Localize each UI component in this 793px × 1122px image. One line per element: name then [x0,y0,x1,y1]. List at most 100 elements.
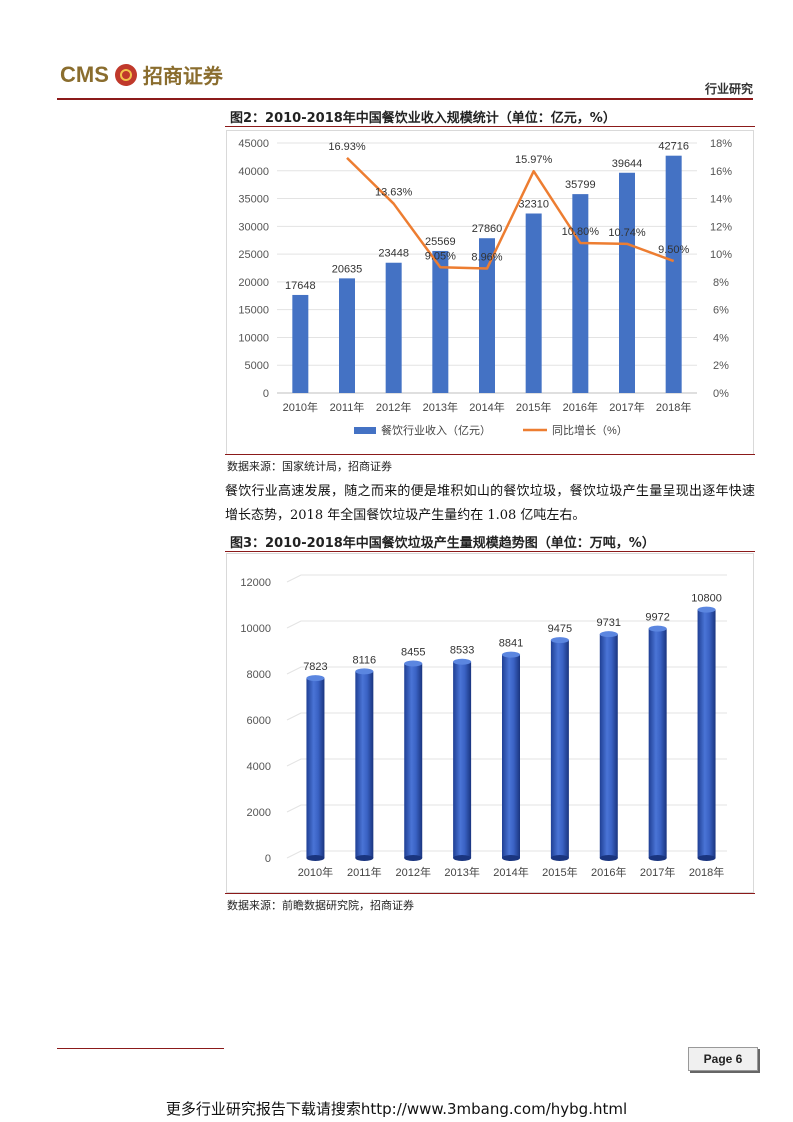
revenue-bar [479,238,495,393]
garbage-volume-bar-top [599,631,618,638]
garbage-volume-bar [599,634,618,858]
gridline [286,574,727,583]
revenue-bar-label: 32310 [518,199,549,211]
revenue-bar [432,250,449,393]
garbage-volume-bar-top [502,651,520,658]
garbage-volume-label: 7823 [303,661,327,673]
footnote-divider [57,1048,224,1049]
garbage-volume-bar-top [697,606,716,613]
section-label: 行业研究 [704,82,753,96]
garbage-volume-bar-base [648,855,667,861]
y-axis-tick-label: 8000 [247,669,271,681]
x-axis-tick-label: 2018年 [656,400,691,414]
legend-line-label: 同比增长（%） [552,423,628,437]
growth-rate-label: 10.74% [608,227,646,239]
x-axis-tick-label: 2012年 [395,865,430,879]
garbage-volume-bar [648,628,667,858]
growth-rate-label: 13.63% [375,187,413,199]
growth-rate-label: 10.80% [562,226,600,238]
revenue-bar [665,155,682,393]
legend-bar-swatch [354,427,376,434]
figure3-chart: 0 2000 4000 6000 8000 10000 12000 7823 2010年 8116… [240,574,727,879]
garbage-volume-bar-base [453,855,472,861]
right-axis-tick-label: 14% [710,194,732,206]
garbage-volume-bar-top [453,658,472,665]
garbage-volume-label: 9731 [597,617,621,629]
header-divider [57,98,753,100]
left-axis-tick-label: 45000 [238,138,269,150]
gridline [286,850,727,859]
garbage-volume-bar-base [550,855,569,861]
x-axis-tick-label: 2010年 [298,865,333,879]
right-axis-tick-label: 6% [713,305,729,317]
right-axis-tick-label: 16% [710,166,732,178]
garbage-volume-bar [550,640,569,858]
garbage-volume-bar [355,671,374,858]
x-axis-tick-label: 2016年 [591,865,626,879]
garbage-volume-label: 8455 [401,647,425,659]
left-axis-tick-label: 15000 [238,305,269,317]
page-number: Page 6 [688,1047,758,1071]
x-axis-tick-label: 2018年 [689,865,724,879]
revenue-bar-label: 39644 [612,158,643,170]
logo-mark-icon [114,63,137,86]
garbage-volume-bar [697,609,716,858]
revenue-bar [619,172,635,393]
left-axis-tick-label: 10000 [238,332,269,344]
right-axis-tick-label: 18% [710,138,732,150]
revenue-bar-label: 25569 [425,236,456,248]
garbage-volume-bar-base [697,855,716,861]
x-axis-tick-label: 2013年 [423,400,458,414]
left-axis-tick-label: 0 [263,388,269,400]
gridline [286,666,727,675]
x-axis-tick-label: 2016年 [563,400,598,414]
gridline [286,712,727,721]
garbage-volume-bar [306,678,325,858]
revenue-bar-label: 35799 [565,179,596,191]
garbage-volume-bar-base [404,855,423,861]
growth-rate-label: 15.97% [515,154,553,166]
figure2-chart-frame: 0 5000 10000 15000 20000 25000 30000 35000 40000… [226,130,754,455]
logo-text: CMS [60,61,109,87]
x-axis-tick-label: 2010年 [283,400,318,414]
right-axis-tick-label: 10% [710,249,732,261]
footer-download-link[interactable]: 更多行业研究报告下载请搜索http://www.3mbang.com/hybg.… [165,1100,628,1118]
y-axis-tick-label: 12000 [240,577,271,589]
figure3-title-rule [225,551,755,552]
garbage-volume-bar [453,661,472,858]
x-axis-tick-label: 2012年 [376,400,411,414]
garbage-volume-label: 9475 [548,623,572,635]
revenue-bar [572,194,589,393]
garbage-volume-label: 8533 [450,645,474,657]
figure2-bottom-rule [225,454,755,455]
revenue-bar [292,294,309,393]
garbage-volume-bar [502,654,520,858]
gridline [286,758,727,767]
y-axis-tick-label: 4000 [247,761,271,773]
figure2-title: 图2：2010-2018年中国餐饮业收入规模统计（单位：亿元，%） [230,111,616,126]
garbage-volume-label: 8116 [353,654,377,666]
garbage-volume-bar-base [502,855,520,861]
left-axis-tick-label: 35000 [238,194,269,206]
right-axis-tick-label: 0% [713,388,729,400]
body-paragraph: 餐饮行业高速发展，随之而来的便是堆积如山的餐饮垃圾，餐饮垃圾产生量呈现出逐年快速… [225,484,755,523]
x-axis-tick-label: 2011年 [330,400,365,414]
right-axis-tick-label: 4% [713,332,729,344]
x-axis-tick-label: 2011年 [347,865,382,879]
x-axis-tick-label: 2017年 [609,400,644,414]
garbage-volume-bar-base [599,855,618,861]
garbage-volume-bar-top [550,637,569,644]
figure3-title: 图3：2010-2018年中国餐饮垃圾产生量规模趋势图（单位：万吨，%） [230,536,655,551]
growth-rate-label: 9.50% [658,244,689,256]
x-axis-tick-label: 2015年 [516,400,551,414]
figure2-source: 数据来源：国家统计局，招商证券 [227,460,392,473]
x-axis-tick-label: 2014年 [493,865,528,879]
revenue-bar-label: 20635 [332,263,363,275]
figure3-source: 数据来源：前瞻数据研究院，招商证券 [227,899,414,912]
figure2-title-rule [225,126,755,127]
y-axis-tick-label: 10000 [240,623,271,635]
garbage-volume-bar-top [648,625,667,632]
right-axis-tick-label: 2% [713,360,729,372]
garbage-volume-label: 8841 [499,638,523,650]
garbage-volume-bar-top [355,668,374,675]
